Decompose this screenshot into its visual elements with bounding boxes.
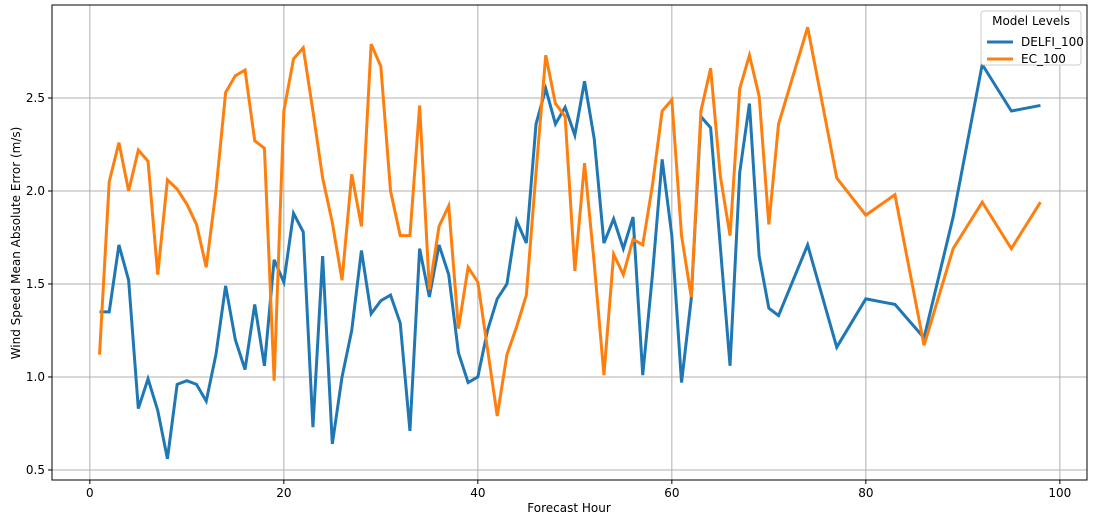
line-series xyxy=(99,60,1041,460)
x-axis-label: Forecast Hour xyxy=(527,501,611,515)
x-tick-label: 20 xyxy=(276,486,291,500)
y-axis-label: Wind Speed Mean Absolute Error (m/s) xyxy=(9,127,23,360)
x-tick-label: 60 xyxy=(664,486,679,500)
y-tick-label: 1.0 xyxy=(26,370,45,384)
legend-label: EC_100 xyxy=(1021,52,1066,66)
x-tick-label: 40 xyxy=(470,486,485,500)
legend-label: DELFI_100 xyxy=(1021,35,1084,49)
x-tick-label: 0 xyxy=(86,486,94,500)
legend-box xyxy=(980,10,1082,66)
y-tick-label: 0.5 xyxy=(26,463,45,477)
x-tick-label: 80 xyxy=(858,486,873,500)
y-tick-label: 2.5 xyxy=(26,91,45,105)
y-tick-label: 2.0 xyxy=(26,184,45,198)
legend: Model Levels DELFI_100 EC_100 xyxy=(980,10,1084,66)
x-tick-label: 100 xyxy=(1048,486,1071,500)
y-tick-label: 1.5 xyxy=(26,277,45,291)
legend-title: Model Levels xyxy=(992,14,1070,28)
line-series xyxy=(98,26,1042,417)
plot-frame xyxy=(51,4,1088,481)
